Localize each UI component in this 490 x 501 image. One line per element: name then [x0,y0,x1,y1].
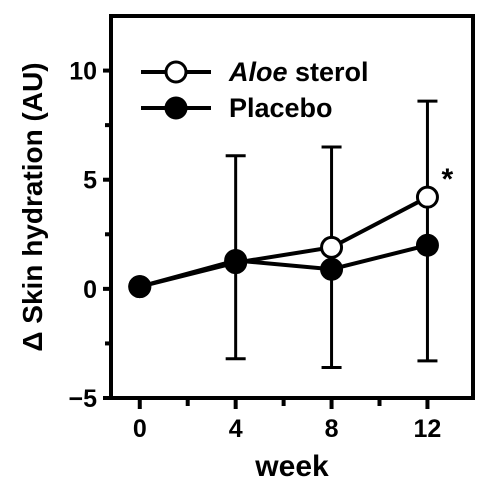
aloe-data-point [415,185,439,209]
placebo-data-point [224,248,248,272]
x-axis-label: week [254,450,329,483]
legend-open-circle-marker [164,60,188,84]
placebo-data-point [415,233,439,257]
significance-marker: * [441,163,453,196]
legend-label-aloe-sterol: Aloe sterol [228,57,369,87]
placebo-data-point [320,257,344,281]
x-tick-label: 4 [229,415,243,443]
aloe-data-point [320,235,344,259]
placebo-data-point [128,275,152,299]
series-line-placebo [139,243,428,289]
y-axis-label: Δ Skin hydration (AU) [17,62,48,351]
x-tick-label: 0 [133,415,147,443]
legend: Aloe sterol Placebo [141,57,369,123]
legend-label-placebo: Placebo [229,93,333,123]
y-tick-label: −5 [68,385,97,413]
y-tick-label: 0 [83,276,97,304]
legend-filled-circle-marker [164,96,188,120]
plot-frame [109,14,475,400]
x-tick-label: 8 [325,415,339,443]
legend-label-part: Aloe [228,57,288,87]
y-tick-label: 5 [83,167,97,195]
legend-label-part: sterol [288,57,369,87]
x-tick-label: 12 [414,415,442,443]
y-tick-label: 10 [69,58,97,86]
